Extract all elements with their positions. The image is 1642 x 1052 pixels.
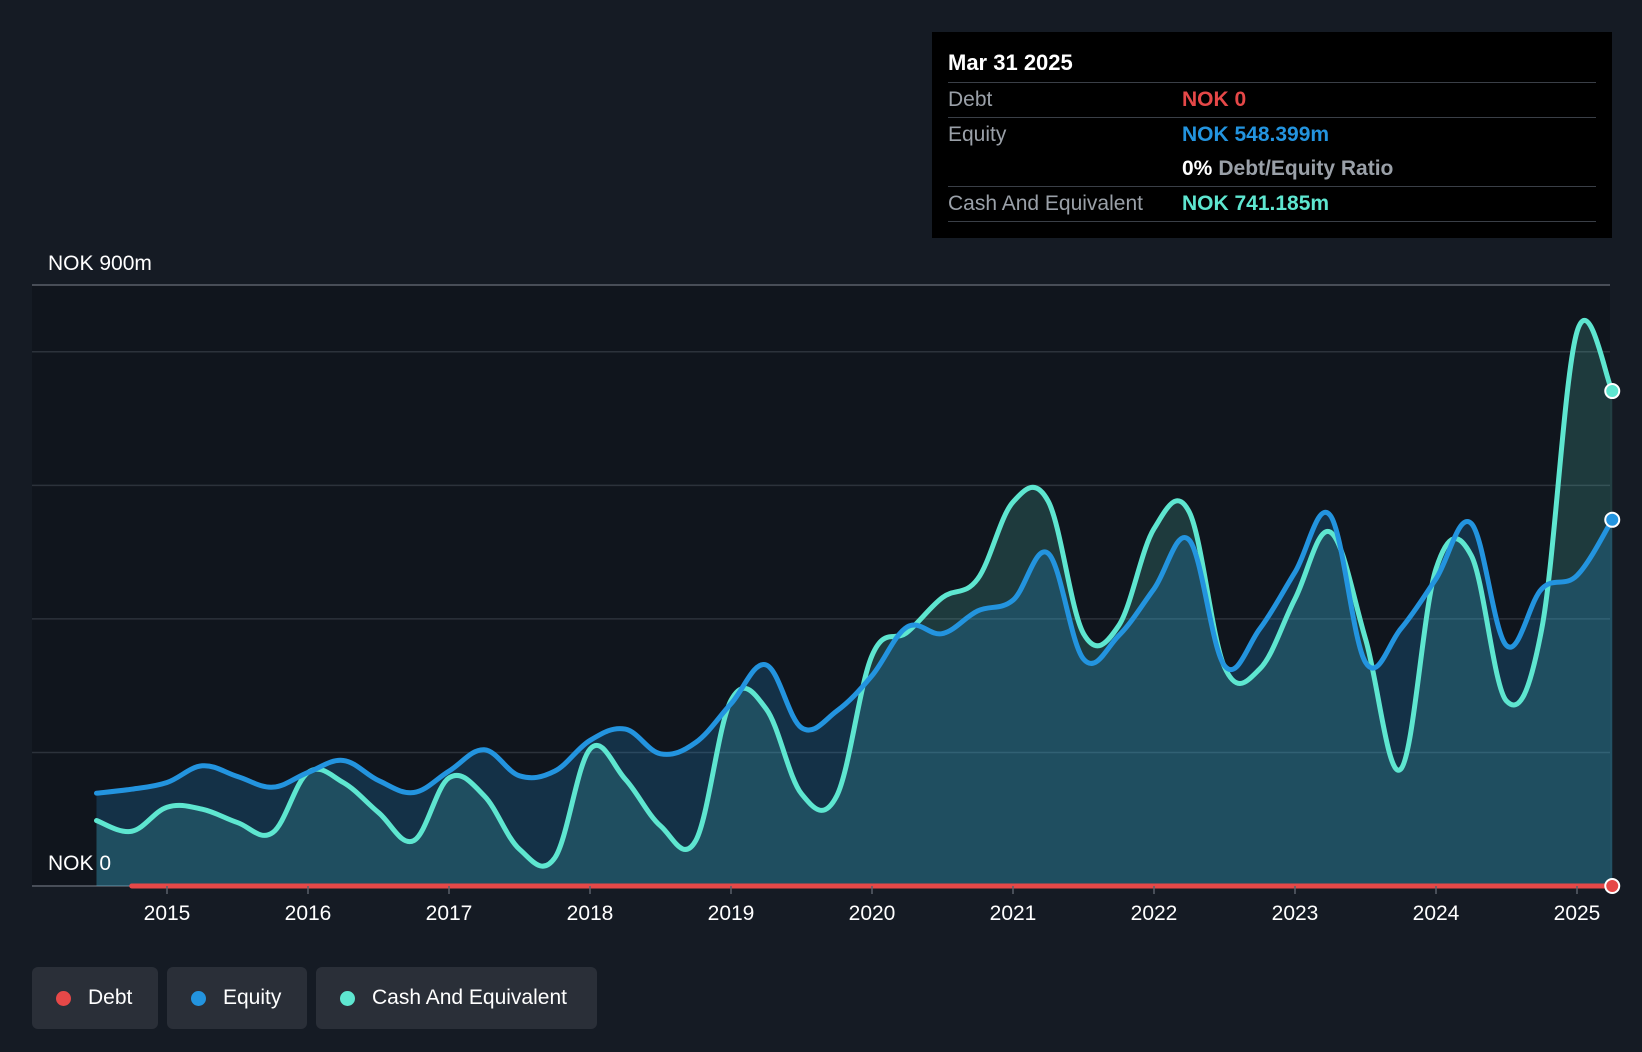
tooltip-equity-label: Equity xyxy=(948,123,1007,146)
x-tick-label: 2018 xyxy=(567,902,614,925)
series-areas xyxy=(96,320,1613,886)
legend-label-cash: Cash And Equivalent xyxy=(372,986,567,1009)
tooltip-panel: Mar 31 2025 Debt NOK 0 Equity NOK 548.39… xyxy=(932,32,1612,238)
tooltip-cash-row: Cash And Equivalent NOK 741.185m xyxy=(948,187,1596,222)
tooltip-equity-row: Equity NOK 548.399m xyxy=(948,118,1596,152)
legend-item-cash[interactable]: Cash And Equivalent xyxy=(316,967,597,1029)
tooltip-ratio-value: 0% xyxy=(1182,157,1213,180)
y-axis-zero-label: NOK 0 xyxy=(48,852,111,875)
x-tick-label: 2021 xyxy=(990,902,1037,925)
tooltip-cash-value: NOK 741.185m xyxy=(1182,192,1330,215)
tooltip-ratio-label: Debt/Equity Ratio xyxy=(1218,157,1394,180)
equity-area xyxy=(96,512,1613,886)
x-tick-label: 2017 xyxy=(426,902,473,925)
legend-label-equity: Equity xyxy=(223,986,282,1009)
x-tick-label: 2016 xyxy=(285,902,332,925)
end-markers xyxy=(1604,383,1621,894)
x-axis-ticks: 2015 2016 2017 2018 2019 2020 2021 2022 2023 2024… xyxy=(144,886,1601,925)
x-tick-label: 2025 xyxy=(1554,902,1601,925)
x-tick-label: 2022 xyxy=(1131,902,1178,925)
chart-legend: Debt Equity Cash And Equivalent xyxy=(32,967,597,1029)
tooltip-debt-label: Debt xyxy=(948,88,993,111)
legend-dot-debt xyxy=(56,990,71,1006)
cash-area xyxy=(96,320,1613,886)
x-tick-label: 2024 xyxy=(1413,902,1460,925)
tooltip-cash-label: Cash And Equivalent xyxy=(948,192,1143,215)
legend-item-equity[interactable]: Equity xyxy=(167,967,307,1029)
equity-end-marker xyxy=(1604,511,1621,528)
legend-label-debt: Debt xyxy=(88,986,133,1009)
debt-end-marker xyxy=(1604,878,1621,894)
legend-item-debt[interactable]: Debt xyxy=(32,967,158,1029)
tooltip-date: Mar 31 2025 xyxy=(948,46,1596,83)
cash-end-marker xyxy=(1604,383,1621,400)
legend-dot-cash xyxy=(340,990,355,1006)
tooltip-debt-row: Debt NOK 0 xyxy=(948,83,1596,118)
legend-dot-equity xyxy=(191,990,206,1006)
x-tick-label: 2019 xyxy=(708,902,755,925)
x-tick-label: 2015 xyxy=(144,902,191,925)
tooltip-debt-value: NOK 0 xyxy=(1182,88,1247,111)
x-tick-label: 2023 xyxy=(1272,902,1319,925)
x-tick-label: 2020 xyxy=(849,902,896,925)
tooltip-ratio-row: 0% Debt/Equity Ratio xyxy=(948,152,1596,187)
y-axis-max-label: NOK 900m xyxy=(48,252,152,275)
tooltip-equity-value: NOK 548.399m xyxy=(1182,123,1330,146)
equity-line xyxy=(94,509,1615,796)
